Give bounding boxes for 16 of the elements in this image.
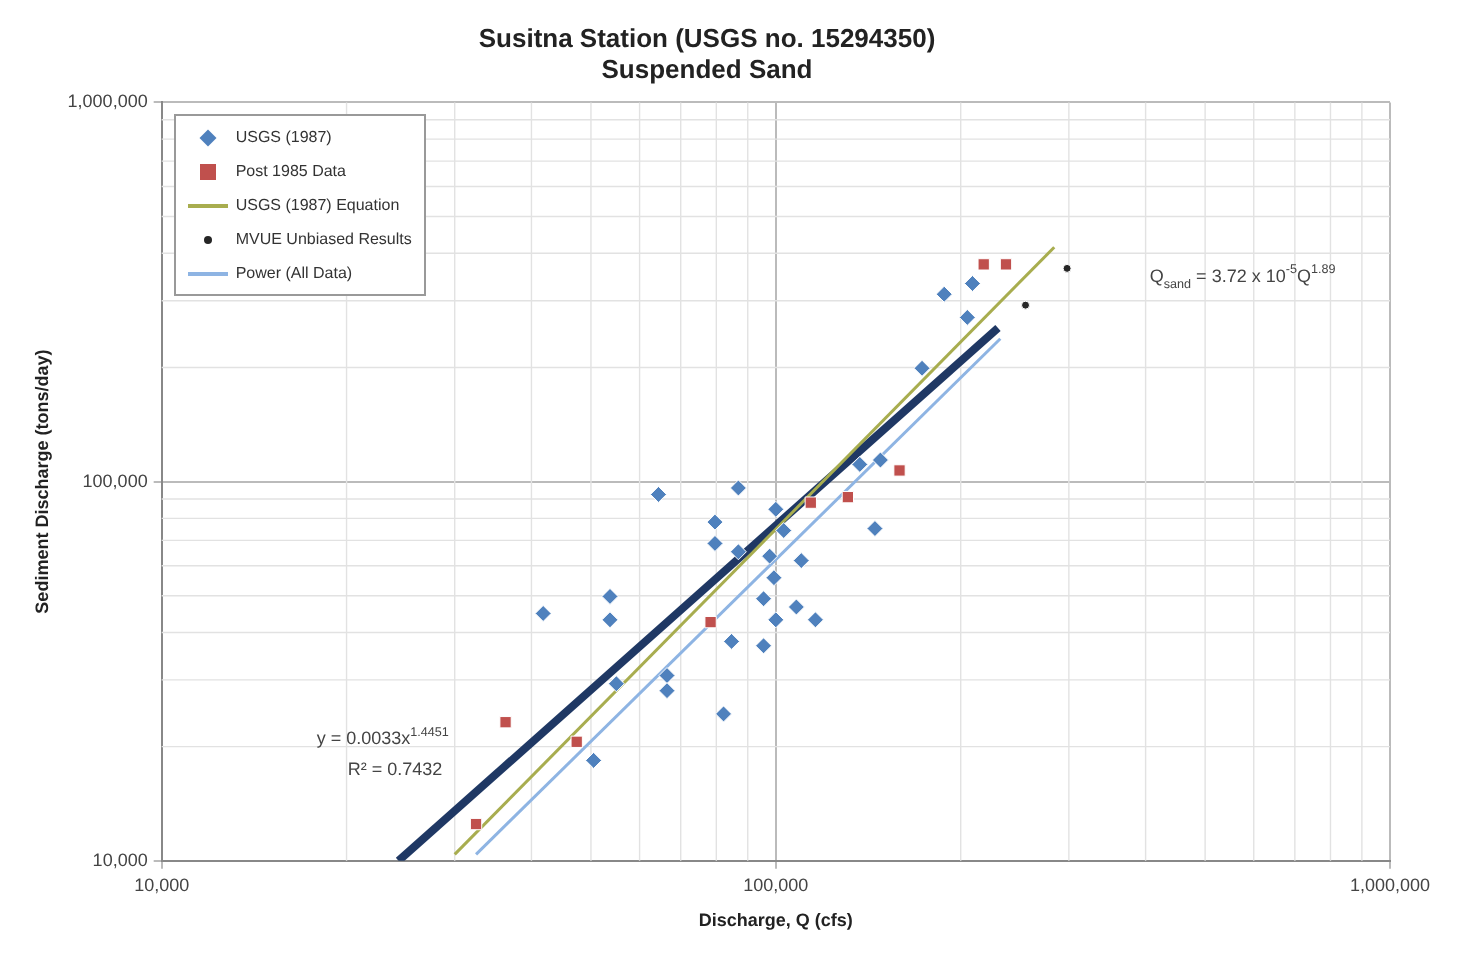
y-tick-label: 100,000 xyxy=(82,470,148,491)
y-axis-title: Sediment Discharge (tons/day) xyxy=(31,349,52,614)
legend-label: Post 1985 Data xyxy=(235,162,346,181)
x-tick-label: 1,000,000 xyxy=(1349,874,1431,895)
x-axis-title: Discharge, Q (cfs) xyxy=(698,910,853,931)
legend-label: USGS (1987) Equation xyxy=(235,196,400,215)
x-tick-label: 100,000 xyxy=(743,874,809,895)
legend-label: MVUE Unbiased Results xyxy=(235,230,412,249)
chart-title: Susitna Station (USGS no. 15294350) xyxy=(478,22,936,53)
x-tick-label: 10,000 xyxy=(134,874,190,895)
legend-label: USGS (1987) xyxy=(235,128,332,147)
chart-subtitle: Suspended Sand xyxy=(601,53,813,84)
annotation: R² = 0.7432 xyxy=(347,758,443,779)
y-tick-label: 10,000 xyxy=(92,849,148,870)
y-tick-label: 1,000,000 xyxy=(67,91,148,112)
legend-label: Power (All Data) xyxy=(235,264,353,283)
